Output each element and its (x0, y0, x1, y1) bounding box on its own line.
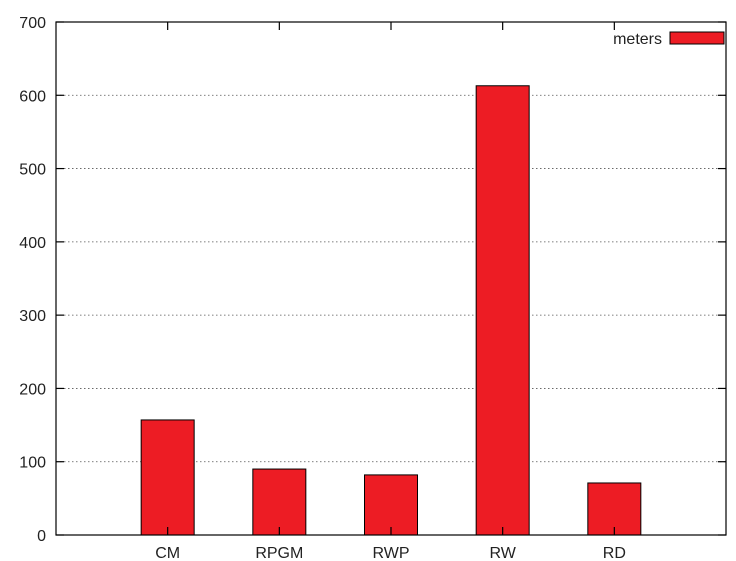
bar-rd (587, 482, 642, 536)
y-tick-label: 300 (19, 308, 46, 325)
y-tick-label: 0 (37, 528, 46, 545)
y-tick-label: 200 (19, 381, 46, 398)
legend-label-meters: meters (613, 31, 662, 48)
legend-swatch-meters (669, 31, 725, 45)
y-tick-label: 100 (19, 455, 46, 472)
bar-rw (475, 85, 530, 536)
x-tick-label-cm: CM (155, 545, 180, 561)
bar-cm (140, 419, 195, 536)
x-tick-label-rwp: RWP (372, 545, 409, 561)
y-tick-label: 600 (19, 88, 46, 105)
y-tick-label: 400 (19, 235, 46, 252)
grid-lines (56, 94, 726, 463)
bars (140, 85, 642, 536)
x-tick-labels: CM RPGM RWP RW RD (155, 545, 626, 561)
bar-rpgm (252, 468, 307, 536)
y-tick-label: 700 (19, 15, 46, 32)
y-tick-label: 500 (19, 162, 46, 179)
bar-rwp (364, 474, 418, 536)
y-tick-labels: 0 100 200 300 400 500 600 700 (19, 15, 46, 545)
x-tick-label-rpgm: RPGM (255, 545, 303, 561)
x-tick-label-rd: RD (603, 545, 626, 561)
x-tick-label-rw: RW (489, 545, 516, 561)
axis-ticks (56, 21, 726, 536)
legend: meters (613, 31, 725, 48)
